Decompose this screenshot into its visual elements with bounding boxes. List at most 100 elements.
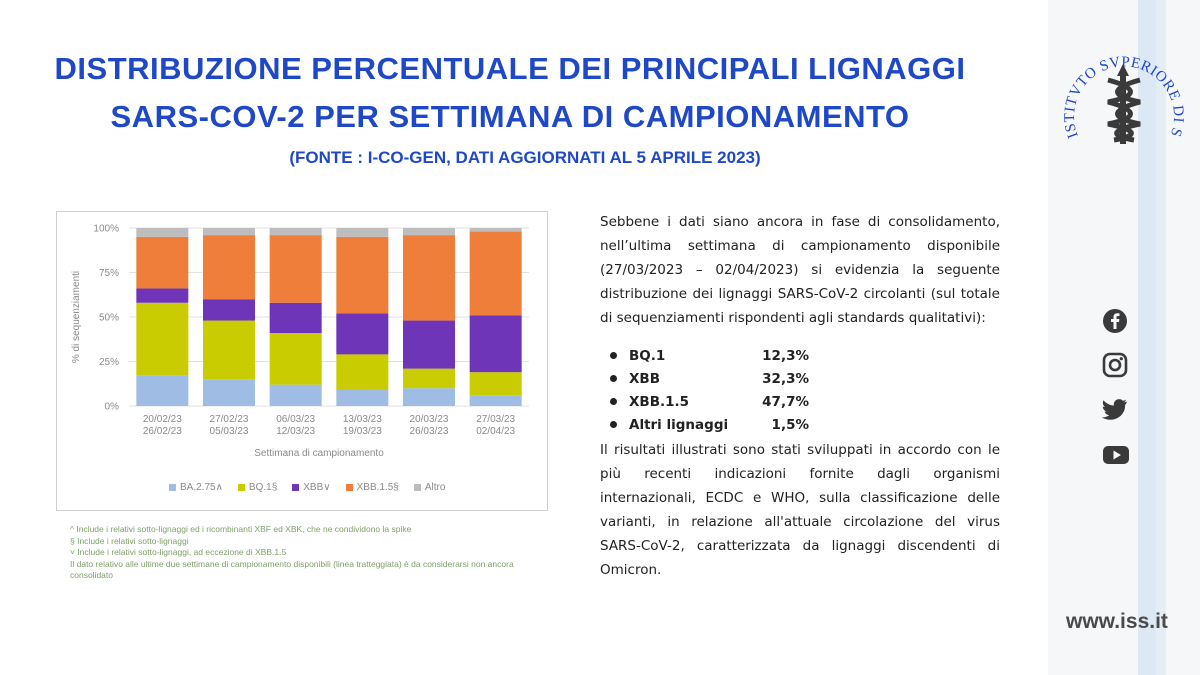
bar-segment [136,228,189,237]
bar-segment [203,379,255,406]
legend-item: Altro [413,482,446,493]
bar-segment [269,228,322,236]
bar-segment [269,384,322,406]
bar-segment [403,388,455,406]
bar-segment [336,389,389,406]
decor-stripe [1156,0,1166,675]
bar-segment [336,313,389,355]
lineage-value: 32,3% [762,370,809,387]
title-line-1: DISTRIBUZIONE PERCENTUALE DEI PRINCIPALI… [54,51,966,86]
footnote: § Include i relativi sotto-lignaggi [70,535,189,546]
lineage-item: XBB 32,3% [600,367,1000,390]
legend-swatch [292,484,300,491]
bar-segment [203,299,255,321]
lineage-list: BQ.1 12,3% XBB 32,3% XBB.1.5 47,7% Altri ligna… [600,344,1000,436]
x-tick-label: 19/03/23 [343,426,382,437]
x-tick-label: 26/02/23 [143,426,182,437]
legend-label: XBB.1.5§ [356,482,399,493]
lineage-item: XBB.1.5 47,7% [600,390,1000,413]
legend-swatch [169,484,176,491]
lineage-value: 47,7% [762,393,809,410]
bar-segment [269,235,322,303]
x-tick-label: 27/02/23 [210,414,249,425]
instagram-icon[interactable] [1102,352,1128,378]
legend-label: BA.2.75∧ [180,482,223,493]
y-axis-label: % di sequenziamenti [71,271,82,363]
bullet-icon [610,352,617,359]
bar-segment [403,235,455,321]
legend-swatch [413,484,421,491]
bar-segment [469,315,522,373]
lineage-item: Altri lignaggi 1,5% [600,413,1000,436]
x-axis-label: Settimana di campionamento [254,448,384,459]
x-tick-label: 20/03/23 [410,414,449,425]
page-subtitle: (FONTE : I-CO-GEN, DATI AGGIORNATI AL 5 … [289,148,761,167]
legend-item: XBB∨ [292,482,331,493]
x-tick-label: 26/03/23 [410,426,449,437]
youtube-icon[interactable] [1102,444,1130,466]
description-column: Sebbene i dati siano ancora in fase di c… [600,210,1000,582]
bar-segment [269,333,322,385]
chart-canvas: 0% 25% 50% 75% 100% % di sequenziamenti 20/02/… [71,224,529,459]
intro-paragraph: Sebbene i dati siano ancora in fase di c… [600,214,1000,326]
title-line-2: SARS-COV-2 PER SETTIMANA DI CAMPIONAMENT… [110,99,910,134]
page-title: DISTRIBUZIONE PERCENTUALE DEI PRINCIPALI… [20,45,1000,141]
legend-item: BQ.1§ [237,482,278,493]
bar-segment [469,228,522,232]
legend-swatch [237,484,245,491]
conclusion-paragraph: Il risultati illustrati sono stati svilu… [600,442,1000,578]
x-tick-label: 20/02/23 [143,414,182,425]
twitter-icon[interactable] [1102,398,1128,422]
y-tick-label: 0% [105,402,120,413]
bar-segment [136,236,189,289]
chart-footnotes: ^ Include i relativi sotto-lignaggi ed i… [70,524,540,582]
bar-segment [203,228,255,236]
lineage-name: XBB [629,370,660,387]
lineage-name: XBB.1.5 [629,393,690,410]
bar-segment [336,236,389,314]
bar-segment [403,320,455,369]
bar-segment [136,302,189,376]
decor-stripe [1138,0,1156,675]
bar-segment [469,395,522,406]
lineage-name: BQ.1 [629,347,666,364]
bar-segment [269,302,322,334]
lineage-chart: 0% 25% 50% 75% 100% % di sequenziamenti 20/02/… [56,211,548,511]
legend-label: Altro [424,482,446,493]
y-tick-label: 100% [93,224,119,235]
y-tick-label: 75% [99,268,119,279]
lineage-value: 1,5% [771,416,809,433]
legend-item: XBB.1.5§ [345,482,399,493]
x-tick-label: 02/04/23 [476,426,515,437]
x-tick-label: 13/03/23 [343,414,382,425]
bar-segment [136,288,189,303]
bar-segment [203,320,255,380]
bar-segment [403,228,455,236]
chart-legend: BA.2.75∧ BQ.1§ XBB∨ XBB.1.5§ Altro [169,482,529,493]
bar-segment [203,235,255,300]
legend-swatch [345,484,353,491]
x-tick-label: 06/03/23 [276,414,315,425]
bar-segment [336,228,389,237]
x-tick-label: 05/03/23 [210,426,249,437]
facebook-icon[interactable] [1102,308,1128,334]
iss-logo: ISTITVTO SVPERIORE DI SANITÀ [1058,40,1186,144]
bar-segment [469,231,522,316]
bullet-icon [610,375,617,382]
footnote: Il dato relativo alle ultime due settima… [70,558,514,581]
site-url[interactable]: www.iss.it [1066,610,1168,633]
bar-segment [336,354,389,390]
legend-label: XBB∨ [303,482,331,493]
legend-label: BQ.1§ [248,482,278,493]
y-tick-label: 50% [99,313,119,324]
legend-item: BA.2.75∧ [169,482,223,493]
bar-segment [403,368,455,389]
y-tick-label: 25% [99,357,119,368]
footnote: ˅ Include i relativi sotto-lignaggi, ad … [70,547,287,557]
bullet-icon [610,421,617,428]
footnote: ^ Include i relativi sotto-lignaggi ed i… [70,524,412,534]
x-tick-label: 27/03/23 [476,414,515,425]
x-tick-label: 12/03/23 [276,426,315,437]
bar-segment [136,375,189,406]
lineage-value: 12,3% [762,347,809,364]
